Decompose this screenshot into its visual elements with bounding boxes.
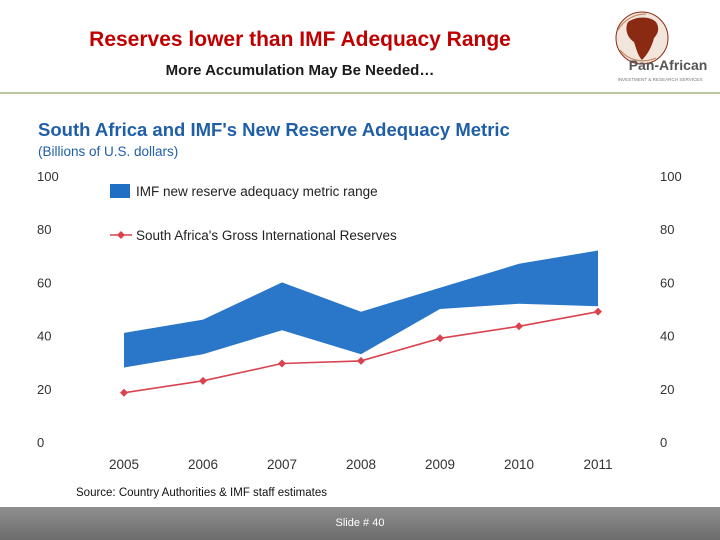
x-tick-label: 2011 [583, 457, 612, 472]
y-tick-label-left: 60 [37, 275, 51, 290]
x-tick-label: 2006 [188, 457, 218, 472]
y-axis-left: 0 20 40 60 80 100 [37, 169, 59, 450]
reserve-adequacy-chart: South Africa and IMF's New Reserve Adequ… [37, 119, 682, 472]
imf-range-band [124, 250, 598, 368]
source-note: Source: Country Authorities & IMF staff … [76, 487, 327, 499]
y-tick-label-right: 0 [660, 435, 667, 450]
y-tick-label-right: 20 [660, 382, 674, 397]
plot-area [120, 250, 602, 397]
slide-number: Slide # 40 [335, 517, 385, 529]
y-tick-label-left: 0 [37, 435, 44, 450]
slide-subtitle: More Accumulation May Be Needed… [165, 62, 435, 79]
footer-bar: Slide # 40 [0, 507, 720, 540]
legend-band-swatch [110, 184, 130, 198]
logo-text: Pan-African [629, 57, 708, 73]
legend-line-marker [117, 231, 125, 239]
reserves-point-2009 [436, 334, 444, 343]
x-tick-label: 2007 [267, 457, 297, 472]
africa-map-icon [626, 17, 659, 60]
reserves-point-2011 [594, 307, 602, 316]
logo-tagline: INVESTMENT & RESEARCH SERVICES [617, 77, 702, 82]
legend-line-label: South Africa's Gross International Reser… [136, 228, 397, 243]
x-tick-label: 2010 [504, 457, 534, 472]
reserves-point-2008 [357, 356, 365, 365]
y-tick-label-left: 100 [37, 169, 59, 184]
y-tick-label-right: 60 [660, 275, 674, 290]
y-tick-label-left: 40 [37, 329, 51, 344]
y-tick-label-left: 20 [37, 382, 51, 397]
reserves-point-2007 [278, 359, 286, 368]
legend: IMF new reserve adequacy metric range So… [110, 184, 397, 243]
slide-title: Reserves lower than IMF Adequacy Range [89, 28, 511, 51]
x-tick-label: 2008 [346, 457, 376, 472]
reserves-point-2005 [120, 388, 128, 397]
pan-african-logo: Pan-African INVESTMENT & RESEARCH SERVIC… [615, 11, 708, 82]
y-tick-label-right: 40 [660, 329, 674, 344]
chart-title: South Africa and IMF's New Reserve Adequ… [38, 119, 510, 140]
reserves-point-2010 [515, 322, 523, 331]
y-axis-right: 0 20 40 60 80 100 [660, 169, 682, 450]
chart-subtitle: (Billions of U.S. dollars) [38, 144, 178, 159]
y-tick-label-right: 80 [660, 222, 674, 237]
reserves-point-2006 [199, 376, 207, 385]
x-axis: 2005 2006 2007 2008 2009 2010 2011 [109, 457, 613, 472]
x-tick-label: 2009 [425, 457, 455, 472]
header-divider [0, 92, 720, 94]
y-tick-label-right: 100 [660, 169, 682, 184]
legend-band-label: IMF new reserve adequacy metric range [136, 184, 378, 199]
y-tick-label-left: 80 [37, 222, 51, 237]
x-tick-label: 2005 [109, 457, 139, 472]
